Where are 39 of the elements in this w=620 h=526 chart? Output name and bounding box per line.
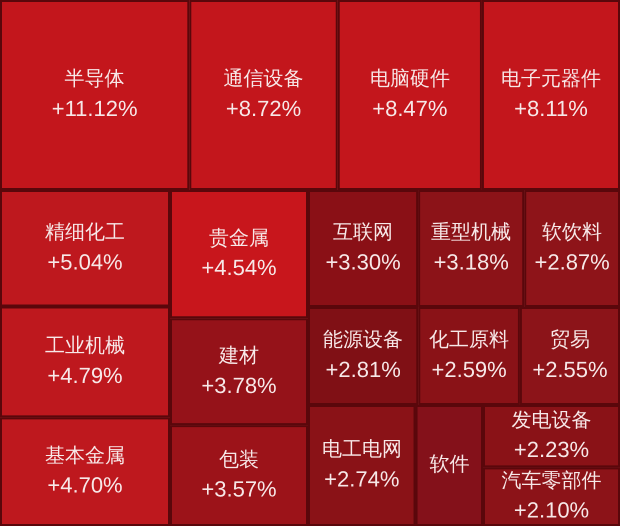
data-label: +4.54% <box>201 255 277 280</box>
category-label: 贸易 <box>550 327 590 352</box>
category-label: 建材 <box>218 342 259 367</box>
data-label: +8.72% <box>226 96 302 122</box>
data-label: +2.87% <box>534 250 610 275</box>
data-label: +2.81% <box>326 357 401 382</box>
data-label: +3.78% <box>201 372 277 398</box>
category-label: 基本金属 <box>45 442 125 467</box>
category-label: 软件 <box>429 452 470 476</box>
data-label: +2.59% <box>431 357 507 382</box>
category-label: 精细化工 <box>45 219 125 244</box>
data-label: +8.47% <box>372 96 448 122</box>
data-label: +5.04% <box>47 249 123 274</box>
category-label: 电子元器件 <box>500 66 601 90</box>
category-label: 能源设备 <box>323 327 404 352</box>
data-label: +3.30% <box>325 250 401 275</box>
category-label: 半导体 <box>64 66 125 90</box>
category-label: 化工原料 <box>429 327 510 352</box>
data-label: +4.79% <box>47 362 123 388</box>
category-label: 贵金属 <box>209 225 269 250</box>
data-label: +8.11% <box>514 96 588 122</box>
category-label: 通信设备 <box>224 66 304 90</box>
category-label: 重型机械 <box>431 220 512 244</box>
data-label: +3.18% <box>434 250 509 275</box>
data-label: +4.70% <box>47 472 123 498</box>
category-label: 发电设备 <box>512 407 592 432</box>
category-label: 电工电网 <box>322 436 402 461</box>
category-label: 电脑硬件 <box>370 66 450 90</box>
data-label: +2.55% <box>532 357 608 382</box>
category-label: 软饮料 <box>542 220 602 244</box>
data-label: +2.23% <box>514 437 590 462</box>
data-label: +2.10% <box>514 498 590 523</box>
category-label: 汽车零部件 <box>502 468 602 492</box>
data-label: +3.57% <box>201 476 277 502</box>
category-label: 工业机械 <box>45 333 125 358</box>
category-label: 包装 <box>219 446 259 471</box>
category-label: 互联网 <box>333 220 394 244</box>
data-label: +11.12% <box>52 96 138 122</box>
data-label: +2.74% <box>324 466 400 492</box>
